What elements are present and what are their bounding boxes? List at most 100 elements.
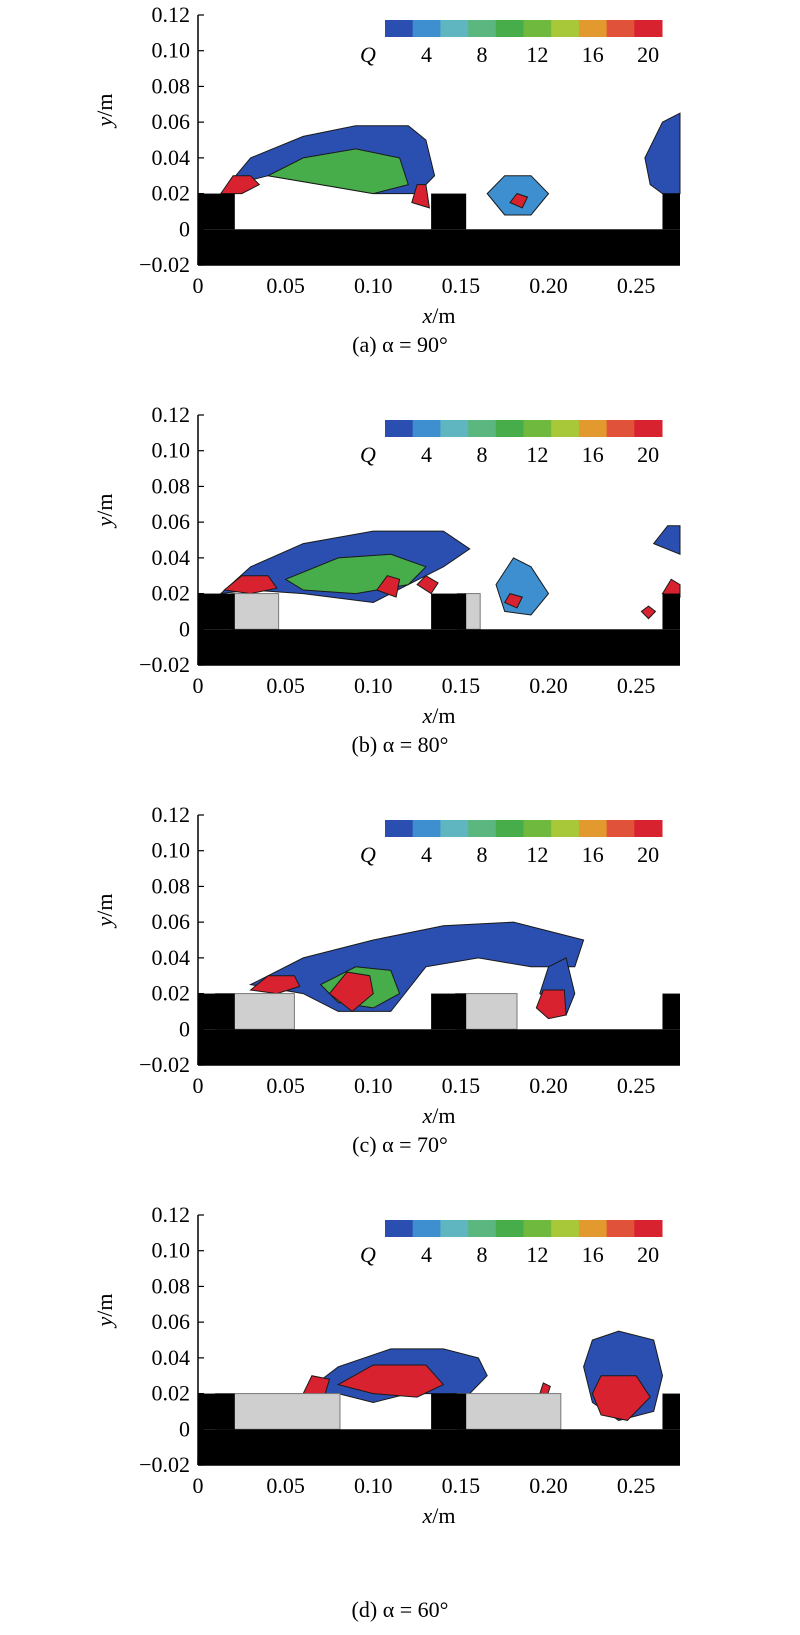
x-tick-label: 0.20	[529, 1473, 568, 1498]
y-tick-label: 0.02	[152, 981, 191, 1006]
colorbar-tick-label: 20	[637, 42, 659, 67]
colorbar-tick-label: 12	[526, 1242, 548, 1267]
contour-region-1	[249, 921, 585, 1012]
x-tick-label: 0.20	[529, 1073, 568, 1098]
colorbar-swatch	[634, 420, 663, 437]
contour-region-3	[223, 575, 278, 595]
y-tick-label: 0.12	[152, 2, 191, 27]
obstacle-block-2	[456, 1393, 562, 1430]
colorbar-swatch	[468, 20, 497, 37]
colorbar-swatch	[495, 20, 524, 37]
colorbar-tick-label: 16	[582, 42, 604, 67]
colorbar-swatch	[468, 1220, 497, 1237]
x-tick-label: 0.05	[266, 1473, 305, 1498]
colorbar-tick-label: 12	[526, 442, 548, 467]
x-tick-label: 0.25	[617, 1073, 656, 1098]
colorbar-tick-label: 4	[421, 442, 432, 467]
y-tick-label: 0.06	[152, 109, 191, 134]
y-axis-label: y/m	[92, 1294, 117, 1329]
floor-wall	[198, 229, 680, 265]
colorbar-tick-label: 20	[637, 442, 659, 467]
contour-region-3	[249, 975, 301, 995]
contour-region-4	[376, 575, 401, 598]
colorbar-label: Q	[360, 1242, 376, 1267]
x-tick-label: 0.10	[354, 673, 393, 698]
y-tick-label: 0.08	[152, 473, 191, 498]
colorbar-swatch	[440, 420, 469, 437]
floor-wall	[198, 1429, 680, 1465]
colorbar-tick-label: 4	[421, 42, 432, 67]
colorbar-swatch	[606, 820, 635, 837]
y-tick-label: −0.02	[139, 652, 190, 677]
colorbar-swatch	[412, 1220, 441, 1237]
y-tick-label: 0.08	[152, 873, 191, 898]
y-tick-label: 0	[179, 1016, 190, 1041]
y-tick-label: −0.02	[139, 252, 190, 277]
colorbar-tick-label: 4	[421, 1242, 432, 1267]
colorbar-swatch	[551, 1220, 580, 1237]
x-tick-label: 0	[193, 1473, 204, 1498]
y-tick-label: 0.10	[152, 838, 191, 863]
contour-region-3	[219, 175, 261, 195]
colorbar-tick-label: 16	[582, 442, 604, 467]
plot-c: 0.120.100.080.060.040.020−0.020 0.05 0.10 0…	[92, 802, 680, 1128]
right-wall	[662, 193, 680, 230]
colorbar-tick-label: 8	[476, 442, 487, 467]
colorbar-label: Q	[360, 42, 376, 67]
colorbar-swatch	[523, 820, 552, 837]
caption-d: (d) α = 60°	[351, 1597, 449, 1622]
x-tick-label: 0.20	[529, 673, 568, 698]
y-tick-label: 0	[179, 216, 190, 241]
x-tick-label: 0.15	[442, 1073, 481, 1098]
colorbar-swatch	[551, 820, 580, 837]
x-axis-label: x/m	[422, 303, 456, 328]
x-tick-label: 0.10	[354, 1473, 393, 1498]
colorbar-swatch	[523, 1220, 552, 1237]
y-tick-label: 0.04	[152, 1345, 191, 1370]
contour-region-2	[336, 1364, 445, 1398]
colorbar-swatch	[606, 1220, 635, 1237]
colorbar-swatch	[468, 820, 497, 837]
contour-region-5	[591, 1375, 651, 1421]
middle-wall	[431, 593, 467, 630]
caption-c: (c) α = 70°	[352, 1132, 448, 1157]
left-wall	[198, 993, 235, 1030]
colorbar-tick-label: 12	[526, 842, 548, 867]
colorbar-swatch	[385, 420, 414, 437]
plot-a: 0.120.100.080.060.040.020−0.020 0.05 0.10 0…	[92, 2, 681, 328]
x-tick-label: 0.25	[617, 673, 656, 698]
y-tick-label: 0.04	[152, 145, 191, 170]
x-tick-label: 0	[193, 273, 204, 298]
plot-b: 0.120.100.080.060.040.020−0.020 0.05 0.10 0…	[92, 402, 681, 728]
middle-wall	[431, 1393, 467, 1430]
y-tick-label: 0.08	[152, 1273, 191, 1298]
y-tick-label: 0.12	[152, 1202, 191, 1227]
colorbar-tick-label: 16	[582, 1242, 604, 1267]
right-wall	[662, 1393, 680, 1430]
y-tick-label: 0.12	[152, 802, 191, 827]
x-tick-label: 0.05	[266, 673, 305, 698]
colorbar-swatch	[385, 20, 414, 37]
x-tick-label: 0.25	[617, 273, 656, 298]
middle-wall	[431, 993, 467, 1030]
y-tick-label: 0.10	[152, 38, 191, 63]
x-tick-label: 0.15	[442, 273, 481, 298]
floor-wall	[198, 1029, 680, 1065]
colorbar-swatch	[606, 20, 635, 37]
y-tick-label: 0.12	[152, 402, 191, 427]
colorbar-swatch	[578, 820, 608, 837]
colorbar-swatch	[440, 820, 469, 837]
colorbar-swatch	[412, 20, 441, 37]
panel-b: 0.12 0.10 0.08 0.06 0.04 0.02 0 −0.02 0 0.05 0.10 0…	[0, 400, 800, 800]
panel-d: 0.12 0.10 0.08 0.06 0.04 0.02 0 −0.02 0 0.05 0.10 0…	[0, 1200, 800, 1622]
contour-region-2	[266, 148, 409, 195]
left-wall	[198, 1393, 235, 1430]
colorbar-swatch	[495, 820, 524, 837]
x-axis-label: x/m	[422, 703, 456, 728]
y-tick-label: 0.02	[152, 1381, 191, 1406]
colorbar-label: Q	[360, 442, 376, 467]
colorbar-swatch	[440, 1220, 469, 1237]
left-wall	[198, 193, 235, 230]
x-tick-label: 0.05	[266, 1073, 305, 1098]
x-tick-label: 0.05	[266, 273, 305, 298]
